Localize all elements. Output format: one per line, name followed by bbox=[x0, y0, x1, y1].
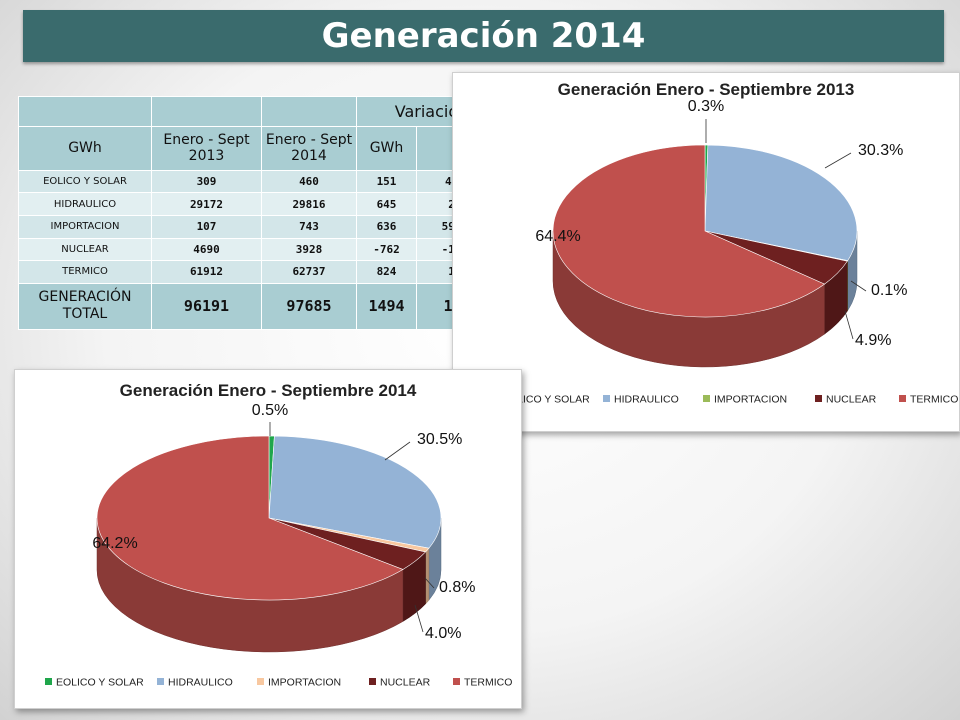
table-cell: 61912 bbox=[151, 260, 262, 284]
chart-2014-panel: Generación Enero - Septiembre 2014 0.5% 30… bbox=[14, 369, 522, 709]
legend-label: NUCLEAR bbox=[380, 677, 431, 689]
table-cell: -762 bbox=[356, 237, 417, 262]
data-label: 4.0% bbox=[425, 625, 461, 642]
table-row: IMPORTACION 107 743 636 592.6% bbox=[18, 215, 508, 239]
pie-slice bbox=[552, 144, 826, 318]
table-row: NUCLEAR 4690 3928 -762 -16.2% bbox=[18, 237, 508, 262]
generation-table: Variación GWh Enero - Sept 2013 Enero - … bbox=[18, 96, 508, 331]
header-blank bbox=[151, 96, 262, 127]
legend-swatch bbox=[157, 678, 164, 685]
table-cell: 107 bbox=[151, 215, 262, 239]
table-cell: 636 bbox=[356, 215, 417, 239]
table-header: GWh Enero - Sept 2013 Enero - Sept 2014 … bbox=[18, 125, 508, 171]
row-label: EOLICO Y SOLAR bbox=[18, 169, 152, 194]
row-label: IMPORTACION bbox=[18, 215, 152, 239]
column-header: Enero - Sept 2014 bbox=[261, 125, 357, 171]
pie-slice-side bbox=[425, 547, 430, 605]
label-leader-line bbox=[384, 441, 411, 461]
column-header: Enero - Sept 2013 bbox=[151, 125, 262, 171]
table-cell: 151 bbox=[356, 169, 417, 194]
table-cell: 309 bbox=[151, 169, 262, 194]
pie-chart-1: Generación Enero - Septiembre 2014 0.5% 30… bbox=[45, 381, 512, 689]
table-cell: 824 bbox=[356, 260, 417, 284]
table-row: TERMICO 61912 62737 824 1.3% bbox=[18, 260, 508, 284]
row-label: NUCLEAR bbox=[18, 237, 152, 262]
data-label: 0.8% bbox=[439, 579, 475, 596]
data-label: 64.4% bbox=[535, 228, 580, 245]
table-cell: 3928 bbox=[261, 237, 357, 262]
table-row: EOLICO Y SOLAR 309 460 151 48.8% bbox=[18, 169, 508, 194]
table-cell: 29172 bbox=[151, 192, 262, 217]
page-title-bar: Generación 2014 bbox=[23, 10, 944, 62]
header-blank bbox=[18, 96, 152, 127]
label-leader-line bbox=[844, 310, 854, 340]
legend-swatch bbox=[899, 395, 906, 402]
legend-swatch bbox=[703, 395, 710, 402]
legend-swatch bbox=[603, 395, 610, 402]
data-label: 4.9% bbox=[855, 332, 891, 349]
data-label: 64.2% bbox=[92, 535, 137, 552]
data-label: 30.3% bbox=[858, 142, 903, 159]
table-cell: 460 bbox=[261, 169, 357, 194]
pie-slice bbox=[704, 144, 858, 261]
chart-2013-panel: Generación Enero - Septiembre 2013 0.3% 30… bbox=[452, 72, 960, 432]
label-leader-line bbox=[824, 152, 852, 169]
legend-swatch bbox=[815, 395, 822, 402]
total-cell: 97685 bbox=[261, 282, 357, 331]
total-label: GENERACIÓN TOTAL bbox=[18, 282, 152, 331]
page-title: Generación 2014 bbox=[321, 16, 646, 56]
table-cell: 743 bbox=[261, 215, 357, 239]
table-cell: 645 bbox=[356, 192, 417, 217]
pie-side-walls bbox=[96, 517, 442, 653]
legend-label: NUCLEAR bbox=[826, 394, 877, 406]
label-leader-line bbox=[424, 577, 435, 589]
column-header: GWh bbox=[18, 125, 152, 171]
data-label: 30.5% bbox=[417, 431, 462, 448]
data-label: 0.3% bbox=[688, 98, 724, 115]
legend-label: HIDRAULICO bbox=[614, 394, 679, 406]
legend-label: HIDRAULICO bbox=[168, 677, 233, 689]
legend-label: TERMICO bbox=[464, 677, 512, 689]
table-cell: 4690 bbox=[151, 237, 262, 262]
table-cell: 29816 bbox=[261, 192, 357, 217]
label-leader-line bbox=[850, 280, 867, 292]
legend-swatch bbox=[453, 678, 460, 685]
total-cell: 1494 bbox=[356, 282, 417, 331]
legend-label: EOLICO Y SOLAR bbox=[56, 677, 144, 689]
column-header: GWh bbox=[356, 125, 417, 171]
data-label: 0.5% bbox=[252, 402, 288, 419]
header-blank bbox=[261, 96, 357, 127]
table-cell: 62737 bbox=[261, 260, 357, 284]
row-label: HIDRAULICO bbox=[18, 192, 152, 217]
chart-title: Generación Enero - Septiembre 2013 bbox=[558, 80, 855, 99]
total-cell: 96191 bbox=[151, 282, 262, 331]
chart-legend: EOLICO Y SOLAR HIDRAULICO IMPORTACION NUCLE… bbox=[45, 677, 512, 689]
table-header-top: Variación bbox=[18, 96, 508, 127]
legend-swatch bbox=[369, 678, 376, 685]
data-label: 0.1% bbox=[871, 282, 907, 299]
legend-label: IMPORTACION bbox=[268, 677, 341, 689]
pie-slice bbox=[268, 435, 442, 549]
legend-swatch bbox=[45, 678, 52, 685]
pie-slice bbox=[96, 435, 404, 601]
legend-label: TERMICO bbox=[910, 394, 958, 406]
table-row: HIDRAULICO 29172 29816 645 2.2% bbox=[18, 192, 508, 217]
legend-swatch bbox=[257, 678, 264, 685]
legend-label: EOLICO Y SOLAR bbox=[502, 394, 590, 406]
chart-title: Generación Enero - Septiembre 2014 bbox=[120, 381, 417, 400]
chart-legend: EOLICO Y SOLAR HIDRAULICO IMPORTACION NUCLE… bbox=[491, 394, 958, 406]
row-label: TERMICO bbox=[18, 260, 152, 284]
table-total-row: GENERACIÓN TOTAL 96191 97685 1494 1.6% bbox=[18, 282, 508, 331]
label-leader-line bbox=[414, 604, 424, 633]
legend-label: IMPORTACION bbox=[714, 394, 787, 406]
